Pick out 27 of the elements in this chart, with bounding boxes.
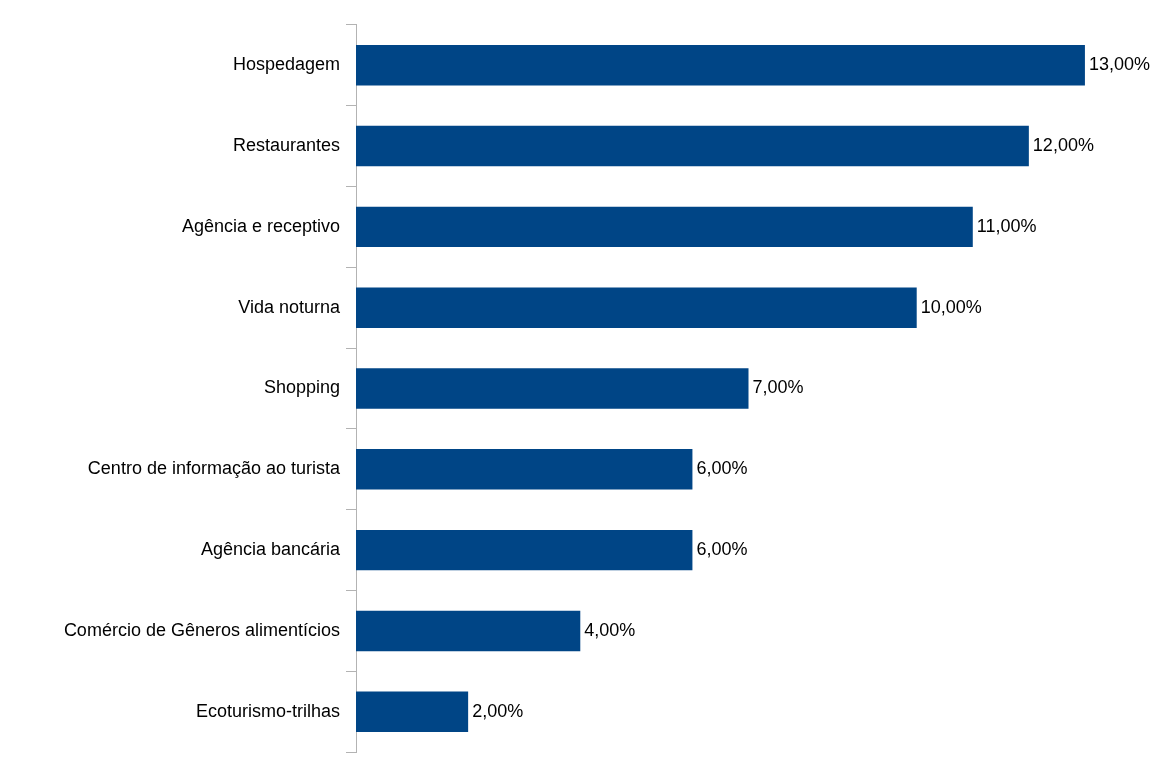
bar [356,610,581,652]
bar [356,287,917,328]
y-tick-label: Vida noturna [238,296,341,317]
y-tick-label: Agência bancária [200,539,341,560]
data-label: 10,00% [920,296,982,317]
data-label: 4,00% [584,619,636,640]
bar [356,125,1029,167]
y-tick-label: Ecoturismo-trilhas [195,700,340,721]
y-tick-label: Shopping [263,377,340,398]
bar [356,691,469,732]
y-tick-label: Centro de informação ao turista [87,458,341,479]
data-label: 12,00% [1032,135,1094,155]
data-label: 7,00% [752,377,804,398]
data-label: 11,00% [976,215,1037,236]
y-tick-label: Hospedagem [232,54,340,75]
data-label: 13,00% [1088,54,1150,75]
y-tick-label: Comércio de Gêneros alimentícios [63,619,340,640]
bar [356,206,973,248]
y-tick-label: Agência e receptivo [181,215,340,236]
data-label: 6,00% [696,539,748,560]
y-tick-label: Restaurantes [232,135,340,155]
data-label: 2,00% [472,700,524,721]
bar [356,368,749,409]
bar [356,529,693,571]
bar [356,449,693,490]
data-label: 6,00% [696,458,748,479]
bar [356,45,1085,86]
